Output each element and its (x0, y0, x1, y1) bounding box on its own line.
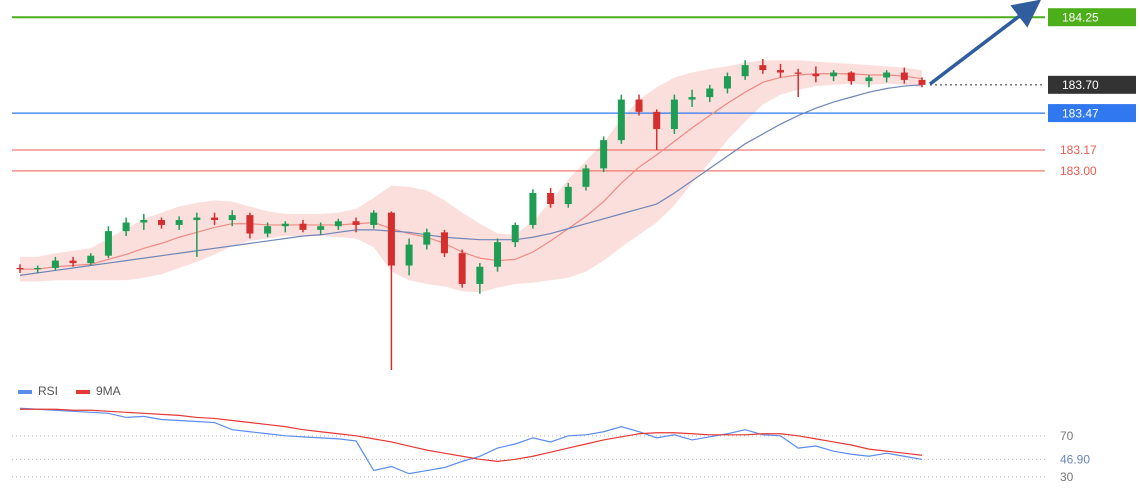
candle-body (900, 72, 908, 80)
moving-average (20, 73, 923, 270)
candle-body (865, 77, 873, 82)
candle-body (564, 186, 572, 205)
level-label-box (1048, 75, 1136, 94)
y-tick-label: 30 (1060, 470, 1074, 484)
rsi-panel: 30 46.90 70 RSI 9MA (12, 384, 1090, 484)
candle-body (600, 140, 608, 169)
candle-body (299, 223, 307, 230)
y-tick-label: 46.90 (1060, 453, 1090, 467)
candle-body (741, 65, 749, 77)
candle-body (794, 72, 802, 74)
candle-body (175, 220, 183, 225)
level-label: 183.70 (1062, 78, 1099, 92)
candle-body (423, 232, 431, 245)
candle-body (723, 76, 731, 89)
candle-body (228, 215, 236, 221)
candle-body (529, 192, 537, 225)
price-panel: 184.25 183.70 183.47 183.17 183.00 (12, 8, 1136, 370)
candle-body (281, 223, 289, 227)
trend-arrow (928, 0, 1042, 86)
candle-body (140, 220, 148, 223)
candle-body (759, 65, 767, 71)
level-label-box (1048, 104, 1136, 123)
candle-body (264, 226, 272, 234)
level-label: 183.00 (1060, 164, 1097, 178)
candle-body (51, 260, 59, 268)
legend-label: RSI (38, 384, 58, 398)
candle-body (847, 72, 855, 82)
candle-body (511, 224, 519, 243)
candle-body (16, 267, 24, 270)
candle-body (87, 255, 95, 264)
candle-body (653, 111, 661, 130)
candle-body (157, 220, 165, 225)
candle-body (69, 260, 77, 264)
legend-swatch (18, 390, 32, 394)
candle-body (34, 267, 42, 270)
candle-body (211, 217, 219, 221)
series-line (19, 407, 923, 475)
y-tick-label: 70 (1060, 429, 1074, 443)
level-label: 184.25 (1062, 10, 1099, 24)
candle-body (104, 231, 112, 256)
candle-body (547, 192, 555, 205)
candle-body (777, 70, 785, 73)
candle-body (317, 226, 325, 230)
candle-body (193, 217, 201, 221)
candle-body (370, 212, 378, 225)
candle-body (352, 221, 360, 225)
candle-body (830, 72, 838, 77)
candle-body (476, 266, 484, 284)
candle-body (334, 221, 342, 227)
candle-body (688, 97, 696, 100)
candle-body (494, 242, 502, 267)
candle-body (670, 99, 678, 130)
candle-body (122, 222, 130, 232)
series-line (20, 408, 923, 462)
candle-body (617, 99, 625, 141)
candle-body (405, 244, 413, 266)
legend-swatch (76, 390, 90, 394)
candle-body (387, 212, 395, 266)
level-label: 183.47 (1062, 106, 1099, 120)
candle-body (440, 232, 448, 254)
candle-body (918, 79, 926, 85)
candle-body (883, 72, 891, 78)
level-label-box (1048, 8, 1136, 27)
candle-body (582, 168, 590, 187)
level-label: 183.17 (1060, 143, 1097, 157)
moving-average (19, 84, 923, 276)
candle-body (706, 88, 714, 98)
candle-body (812, 73, 820, 77)
candle-body (458, 253, 466, 284)
candle-body (246, 215, 254, 234)
candle-body (635, 99, 643, 112)
bollinger-band (20, 60, 922, 293)
legend-label: 9MA (96, 384, 121, 398)
